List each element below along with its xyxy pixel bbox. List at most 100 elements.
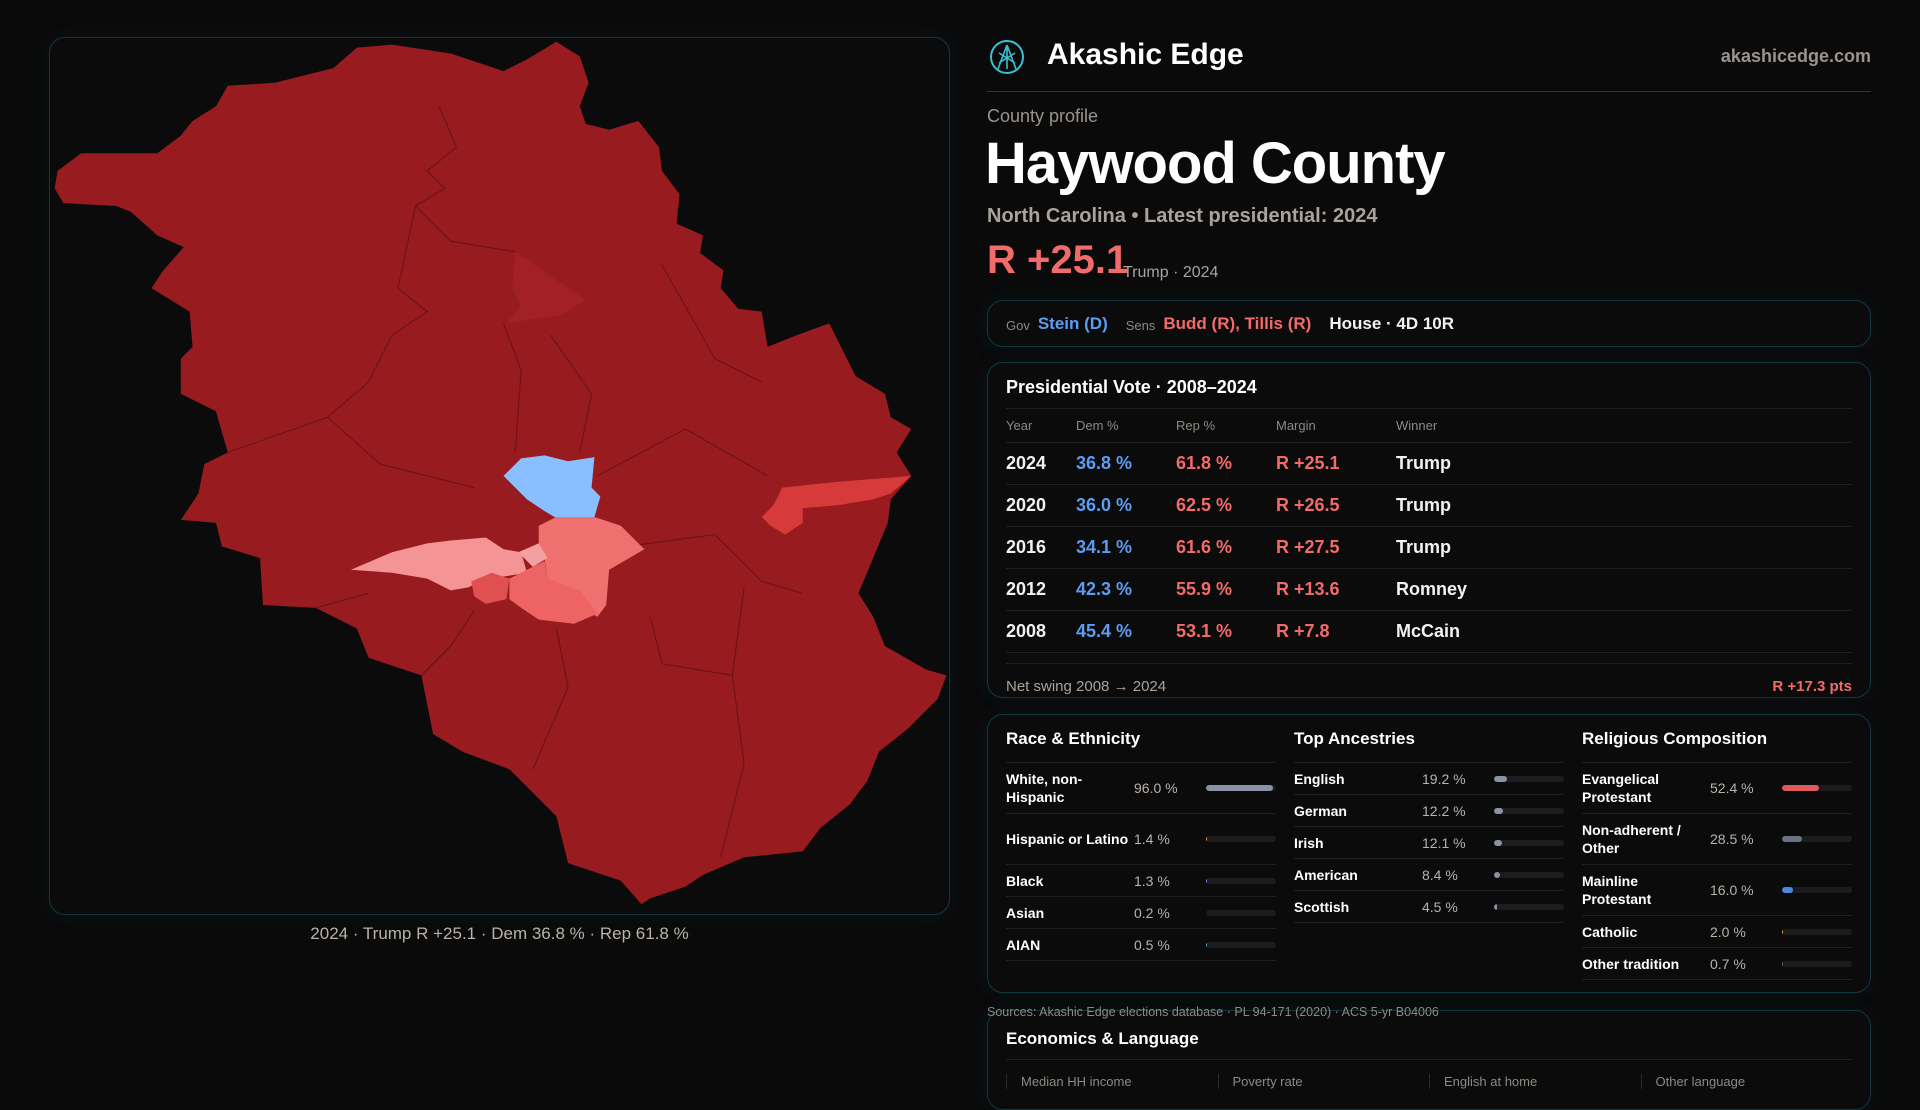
ancestry-row: Irish 12.1 % [1294, 827, 1564, 859]
ancestry-bar [1494, 807, 1564, 814]
race-label: AIAN [1006, 936, 1041, 953]
ancestry-column: Top Ancestries English 19.2 % German 12.2 % I… [1294, 729, 1564, 978]
precinct-dem[interactable] [503, 455, 601, 519]
religion-row: Non-adherent / Other 28.5 % [1582, 814, 1852, 865]
ancestry-title: Top Ancestries [1294, 729, 1564, 763]
table-row: 2020 36.0 % 62.5 % R +26.5 Trump [1006, 484, 1852, 527]
column-header: Rep % [1176, 408, 1276, 443]
ancestry-value: 12.1 % [1422, 834, 1466, 851]
presidential-vote-card: Presidential Vote · 2008–2024 Year Dem % R… [987, 362, 1871, 698]
table-cell: 2008 [1006, 610, 1076, 653]
net-swing: Net swing 2008 → 2024 R +17.3 pts [1006, 663, 1852, 695]
officials-bar: Gov Stein (D) Sens Budd (R), Tillis (R) … [987, 300, 1871, 347]
precinct-light-r[interactable] [518, 543, 548, 567]
race-label: White, non-Hispanic [1006, 771, 1083, 805]
race-row: White, non-Hispanic 96.0 % [1006, 763, 1276, 814]
column-header: Margin [1276, 408, 1396, 443]
county-precinct-map[interactable] [40, 30, 960, 950]
table-cell: 34.1 % [1076, 526, 1176, 569]
ancestry-row: Scottish 4.5 % [1294, 891, 1564, 923]
table-cell: R +27.5 [1276, 526, 1396, 569]
precinct-strong-r[interactable] [54, 41, 947, 905]
race-row: Asian 0.2 % [1006, 897, 1276, 929]
religion-label: Mainline Protestant [1582, 873, 1652, 907]
religion-value: 52.4 % [1710, 780, 1754, 796]
economics-card: Economics & Language Median HH income Po… [987, 1010, 1871, 1110]
race-row: Black 1.3 % [1006, 865, 1276, 897]
sens-label: Sens [1125, 318, 1156, 333]
race-row: Hispanic or Latino 1.4 % [1006, 814, 1276, 865]
ancestry-value: 12.2 % [1422, 802, 1466, 819]
race-value: 0.2 % [1134, 904, 1170, 921]
table-row: 2008 45.4 % 53.1 % R +7.8 McCain [1006, 610, 1852, 653]
race-label: Hispanic or Latino [1006, 831, 1129, 847]
table-row: 2016 34.1 % 61.6 % R +27.5 Trump [1006, 526, 1852, 569]
race-value: 96.0 % [1134, 780, 1178, 796]
presidential-table: Year Dem % Rep % Margin Winner 2024 36.8 % 61.… [1006, 408, 1852, 653]
race-column: Race & Ethnicity White, non-Hispanic 96.0 … [1006, 729, 1276, 978]
economics-title: Economics & Language [1006, 1029, 1852, 1060]
table-cell: Trump [1396, 442, 1852, 485]
table-cell: 2016 [1006, 526, 1076, 569]
ancestry-bar-fill [1494, 871, 1500, 878]
ancestry-bar [1494, 871, 1564, 878]
race-bar-fill [1206, 785, 1274, 791]
religion-label: Catholic [1582, 923, 1638, 940]
table-cell: 45.4 % [1076, 610, 1176, 653]
religion-bar [1782, 887, 1852, 893]
table-cell: 36.0 % [1076, 484, 1176, 527]
race-bar-fill [1206, 941, 1208, 948]
religion-label: Non-adherent / Other [1582, 822, 1681, 856]
race-bar [1206, 836, 1276, 842]
house-delegation: House · 4D 10R [1329, 313, 1455, 333]
race-row: AIAN 0.5 % [1006, 929, 1276, 961]
column-header: Winner [1396, 408, 1852, 443]
table-cell: 2024 [1006, 442, 1076, 485]
ancestry-bar [1494, 839, 1564, 846]
table-cell: R +25.1 [1276, 442, 1396, 485]
race-title: Race & Ethnicity [1006, 729, 1276, 763]
precinct-r-mid[interactable] [761, 475, 912, 535]
ancestry-bar [1494, 903, 1564, 910]
econ-col-poverty: Poverty rate [1217, 1074, 1430, 1089]
religion-bar [1782, 960, 1852, 967]
ancestry-bar-fill [1494, 775, 1508, 782]
race-value: 1.3 % [1134, 872, 1170, 889]
ancestry-label: English [1294, 770, 1345, 787]
race-bar [1206, 785, 1276, 791]
religion-value: 16.0 % [1710, 882, 1754, 898]
race-label: Black [1006, 872, 1044, 889]
race-bar-fill [1206, 877, 1208, 884]
map-caption: 2024 · Trump R +25.1 · Dem 36.8 % · Rep … [310, 924, 689, 943]
religion-value: 0.7 % [1710, 955, 1746, 972]
religion-title: Religious Composition [1582, 729, 1852, 763]
precinct-lean-r[interactable] [509, 560, 598, 624]
net-swing-label: Net swing 2008 → 2024 [1006, 678, 1167, 695]
ancestry-label: Irish [1294, 834, 1324, 851]
religion-bar [1782, 928, 1852, 935]
religion-bar-fill [1782, 785, 1819, 791]
table-cell: R +13.6 [1276, 568, 1396, 611]
site-link[interactable]: akashicedge.com [1720, 46, 1871, 66]
precinct-lean-r[interactable] [538, 516, 645, 617]
econ-col-other-language: Other language [1640, 1074, 1853, 1089]
precinct-lean-r[interactable] [471, 572, 510, 604]
religion-column: Religious Composition Evangelical Protest… [1582, 729, 1852, 980]
religion-row: Mainline Protestant 16.0 % [1582, 865, 1852, 916]
page-subtitle: North Carolina • Latest presidential: 20… [987, 205, 1378, 227]
brand-name: Akashic Edge [1047, 38, 1244, 71]
akashic-logo-icon [990, 40, 1024, 74]
race-bar [1206, 909, 1276, 916]
headline-margin: R +25.1 [987, 238, 1129, 282]
table-cell: 55.9 % [1176, 568, 1276, 611]
religion-label: Other tradition [1582, 955, 1680, 972]
race-bar [1206, 877, 1276, 884]
table-cell: 36.8 % [1076, 442, 1176, 485]
religion-bar-fill [1782, 836, 1802, 842]
ancestry-row: American 8.4 % [1294, 859, 1564, 891]
table-cell: 2012 [1006, 568, 1076, 611]
page-title: Haywood County [985, 131, 1446, 196]
precinct-boundaries [227, 106, 803, 858]
table-cell: 53.1 % [1176, 610, 1276, 653]
precinct-r-medium[interactable] [506, 251, 586, 324]
